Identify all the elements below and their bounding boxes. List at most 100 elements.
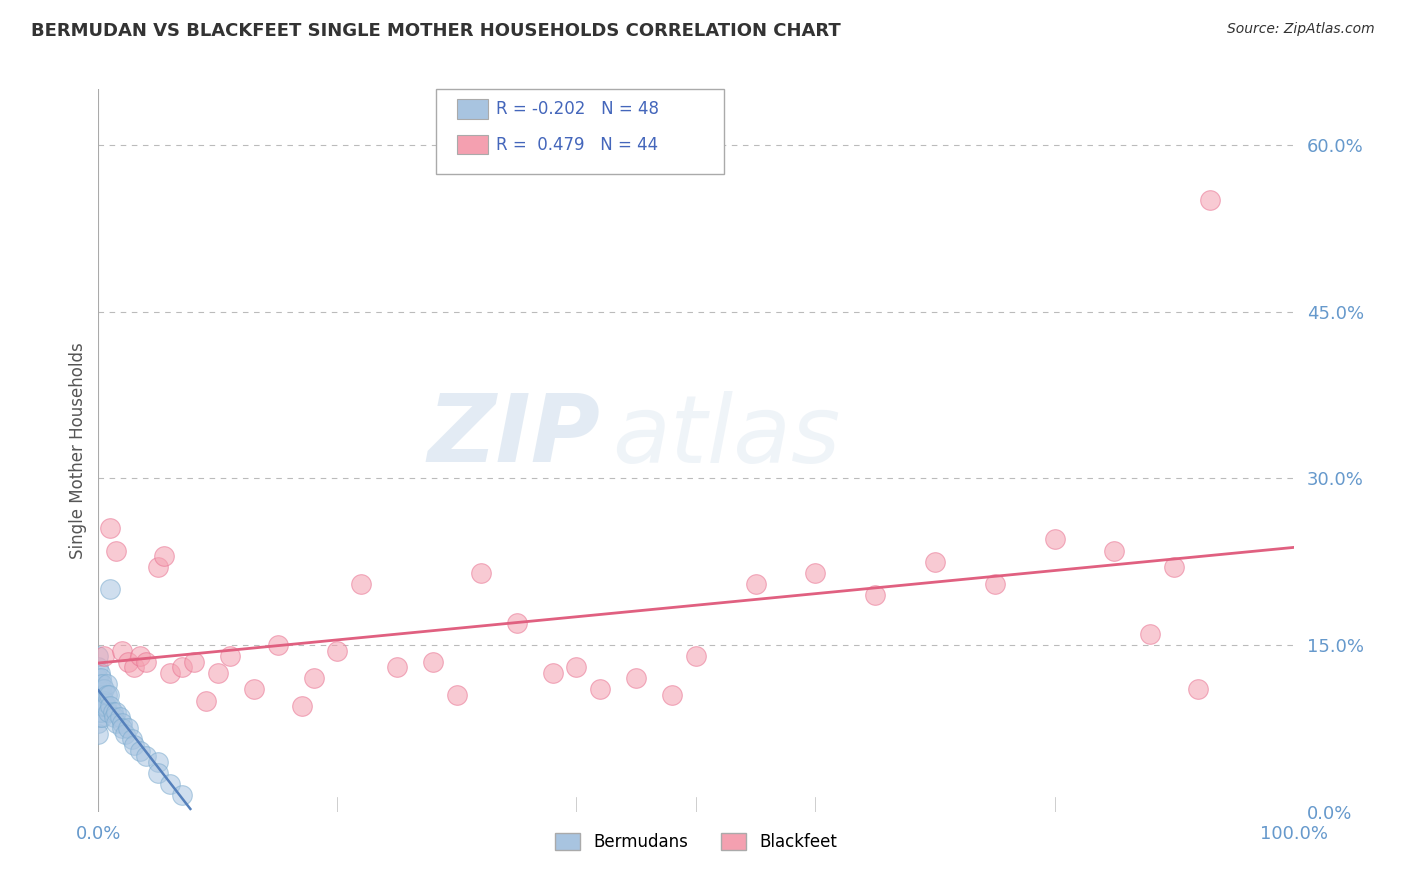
Point	[446, 688, 468, 702]
Point	[183, 655, 205, 669]
Point	[89, 699, 111, 714]
Point	[90, 705, 112, 719]
Point	[105, 543, 128, 558]
Point	[111, 643, 134, 657]
Point	[326, 643, 349, 657]
Point	[135, 749, 157, 764]
Point	[105, 705, 128, 719]
Point	[589, 682, 612, 697]
Point	[105, 715, 128, 730]
Point	[1163, 560, 1185, 574]
Point	[89, 665, 111, 680]
Point	[97, 705, 120, 719]
Point	[101, 705, 124, 719]
Point	[541, 665, 564, 680]
Text: ZIP: ZIP	[427, 390, 600, 482]
Text: BERMUDAN VS BLACKFEET SINGLE MOTHER HOUSEHOLDS CORRELATION CHART: BERMUDAN VS BLACKFEET SINGLE MOTHER HOUS…	[31, 22, 841, 40]
Point	[924, 555, 946, 569]
Point	[1199, 194, 1222, 208]
Text: R =  0.479   N = 44: R = 0.479 N = 44	[496, 136, 658, 153]
Point	[159, 777, 181, 791]
Point	[87, 682, 110, 697]
Point	[745, 577, 768, 591]
Point	[350, 577, 373, 591]
Point	[626, 671, 648, 685]
Point	[87, 727, 110, 741]
Text: Source: ZipAtlas.com: Source: ZipAtlas.com	[1227, 22, 1375, 37]
Point	[87, 715, 110, 730]
Point	[94, 699, 117, 714]
Point	[91, 677, 114, 691]
Point	[93, 693, 115, 707]
Text: R = -0.202   N = 48: R = -0.202 N = 48	[496, 100, 659, 118]
Point	[87, 705, 110, 719]
Point	[302, 671, 325, 685]
Point	[89, 677, 111, 691]
Point	[195, 693, 218, 707]
Point	[111, 715, 134, 730]
Point	[984, 577, 1007, 591]
Point	[506, 615, 529, 630]
Point	[111, 722, 134, 736]
Point	[87, 671, 110, 685]
Point	[117, 655, 139, 669]
Point	[96, 688, 118, 702]
Point	[1104, 543, 1126, 558]
Point	[129, 743, 152, 757]
Point	[1043, 533, 1066, 547]
Point	[129, 649, 152, 664]
Point	[90, 671, 112, 685]
Point	[172, 788, 194, 802]
Text: atlas: atlas	[613, 391, 841, 482]
Point	[470, 566, 492, 580]
Point	[422, 655, 444, 669]
Point	[93, 649, 115, 664]
Legend: Bermudans, Blackfeet: Bermudans, Blackfeet	[548, 826, 844, 857]
Point	[117, 722, 139, 736]
Point	[96, 677, 118, 691]
Point	[98, 521, 122, 535]
Point	[172, 660, 194, 674]
Point	[291, 699, 314, 714]
Point	[98, 688, 121, 702]
Point	[91, 693, 114, 707]
Point	[89, 688, 111, 702]
Point	[90, 693, 112, 707]
Point	[114, 727, 136, 741]
Point	[98, 582, 122, 597]
Point	[1187, 682, 1209, 697]
Point	[135, 655, 157, 669]
Point	[124, 738, 146, 752]
Point	[148, 755, 170, 769]
Point	[565, 660, 588, 674]
Point	[159, 665, 181, 680]
Point	[219, 649, 242, 664]
Point	[108, 710, 131, 724]
Point	[865, 588, 887, 602]
Point	[91, 710, 114, 724]
Point	[87, 693, 110, 707]
Point	[148, 765, 170, 780]
Point	[121, 732, 143, 747]
Point	[153, 549, 176, 563]
Point	[124, 660, 146, 674]
Point	[661, 688, 683, 702]
Point	[243, 682, 266, 697]
Point	[91, 688, 114, 702]
Point	[148, 560, 170, 574]
Point	[90, 682, 112, 697]
Point	[98, 699, 122, 714]
Point	[804, 566, 827, 580]
Point	[91, 699, 114, 714]
Point	[1139, 627, 1161, 641]
Point	[93, 682, 115, 697]
Point	[685, 649, 707, 664]
Point	[89, 710, 111, 724]
Point	[207, 665, 229, 680]
Point	[87, 660, 110, 674]
Point	[267, 638, 290, 652]
Point	[385, 660, 409, 674]
Point	[87, 649, 110, 664]
Y-axis label: Single Mother Households: Single Mother Households	[69, 343, 87, 558]
Point	[103, 710, 125, 724]
